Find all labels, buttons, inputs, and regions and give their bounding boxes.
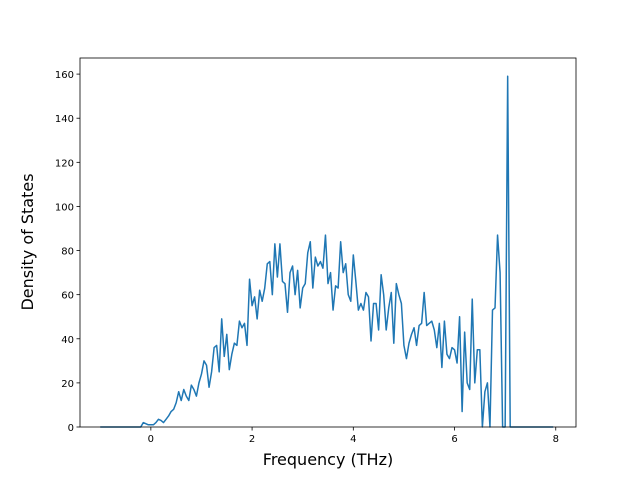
y-tick-label: 0 (68, 423, 74, 434)
y-tick-label: 100 (55, 202, 74, 213)
y-tick-label: 20 (61, 379, 74, 390)
x-tick-label: 0 (148, 434, 154, 445)
y-axis-label: Density of States (18, 173, 37, 310)
plot-frame (79, 57, 577, 428)
y-tick-label: 140 (55, 114, 74, 125)
y-tick-label: 160 (55, 70, 74, 81)
x-tick-label: 2 (249, 434, 255, 445)
y-tick-label: 60 (61, 291, 74, 302)
y-tick-label: 120 (55, 158, 74, 169)
x-axis-label: Frequency (THz) (263, 450, 393, 469)
x-tick-label: 4 (350, 434, 356, 445)
y-tick-label: 80 (61, 247, 74, 258)
x-tick-label: 6 (451, 434, 457, 445)
data-line (100, 75, 554, 428)
y-tick-label: 40 (61, 335, 74, 346)
x-tick-label: 8 (553, 434, 559, 445)
